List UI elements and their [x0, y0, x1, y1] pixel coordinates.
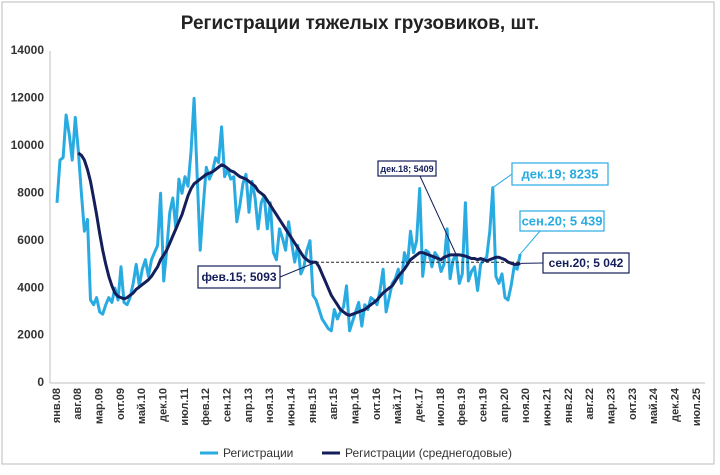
- x-tick-label: янв.08: [51, 388, 63, 423]
- x-tick-label: сен.19: [478, 388, 490, 422]
- x-tick-label: дек.24: [670, 387, 682, 422]
- x-tick-label: июл.11: [179, 388, 191, 426]
- annotation-text: сен.20; 5 042: [549, 256, 624, 270]
- y-tick-label: 0: [37, 375, 44, 389]
- x-tick-label: окт.16: [371, 388, 383, 420]
- x-tick-label: дек.10: [158, 388, 170, 422]
- x-tick-label: апр.13: [243, 388, 255, 423]
- x-tick-label: окт.09: [115, 388, 127, 420]
- x-tick-label: фев.19: [456, 388, 468, 426]
- x-tick-label: июн.21: [542, 388, 554, 426]
- x-tick-label: фев.12: [200, 388, 212, 426]
- x-tick-label: апр.20: [499, 388, 511, 423]
- legend-label: Регистрации: [223, 446, 293, 460]
- annotation-text: дек.18; 5409: [380, 164, 433, 174]
- x-tick-label: окт.23: [627, 388, 639, 420]
- y-tick-label: 4000: [17, 280, 44, 294]
- x-tick-label: дек.17: [414, 388, 426, 422]
- x-tick-label: янв.15: [307, 388, 319, 423]
- x-tick-label: май.10: [136, 388, 148, 424]
- x-tick-label: янв.22: [563, 388, 575, 423]
- x-tick-label: сен.12: [222, 388, 234, 422]
- x-tick-label: май.24: [648, 387, 660, 424]
- y-tick-label: 14000: [11, 43, 45, 57]
- x-tick-label: май.17: [392, 388, 404, 424]
- x-tick-label: авг.15: [328, 388, 340, 420]
- x-tick-label: авг.22: [584, 388, 596, 420]
- x-tick-label: ноя.13: [264, 388, 276, 423]
- annotation-text: фев.15; 5093: [201, 270, 276, 284]
- annotation-text: сен.20; 5 439: [522, 213, 603, 228]
- x-tick-label: июн.14: [286, 387, 298, 426]
- legend-label: Регистрации (среднегодовые): [345, 446, 512, 460]
- y-tick-label: 8000: [17, 185, 44, 199]
- x-tick-label: мар.09: [94, 388, 106, 424]
- y-tick-label: 2000: [17, 328, 44, 342]
- annotation-text: дек.19; 8235: [522, 166, 599, 181]
- x-tick-label: мар.23: [606, 388, 618, 424]
- x-tick-label: авг.08: [72, 388, 84, 420]
- chart-title: Регистрации тяжелых грузовиков, шт.: [181, 13, 539, 34]
- y-tick-label: 12000: [11, 91, 45, 105]
- x-tick-label: ноя.20: [520, 388, 532, 423]
- y-tick-label: 10000: [11, 138, 45, 152]
- y-tick-label: 6000: [17, 233, 44, 247]
- x-tick-label: мар.16: [350, 388, 362, 424]
- x-tick-label: июл.25: [691, 388, 703, 426]
- x-tick-label: июл.18: [435, 388, 447, 426]
